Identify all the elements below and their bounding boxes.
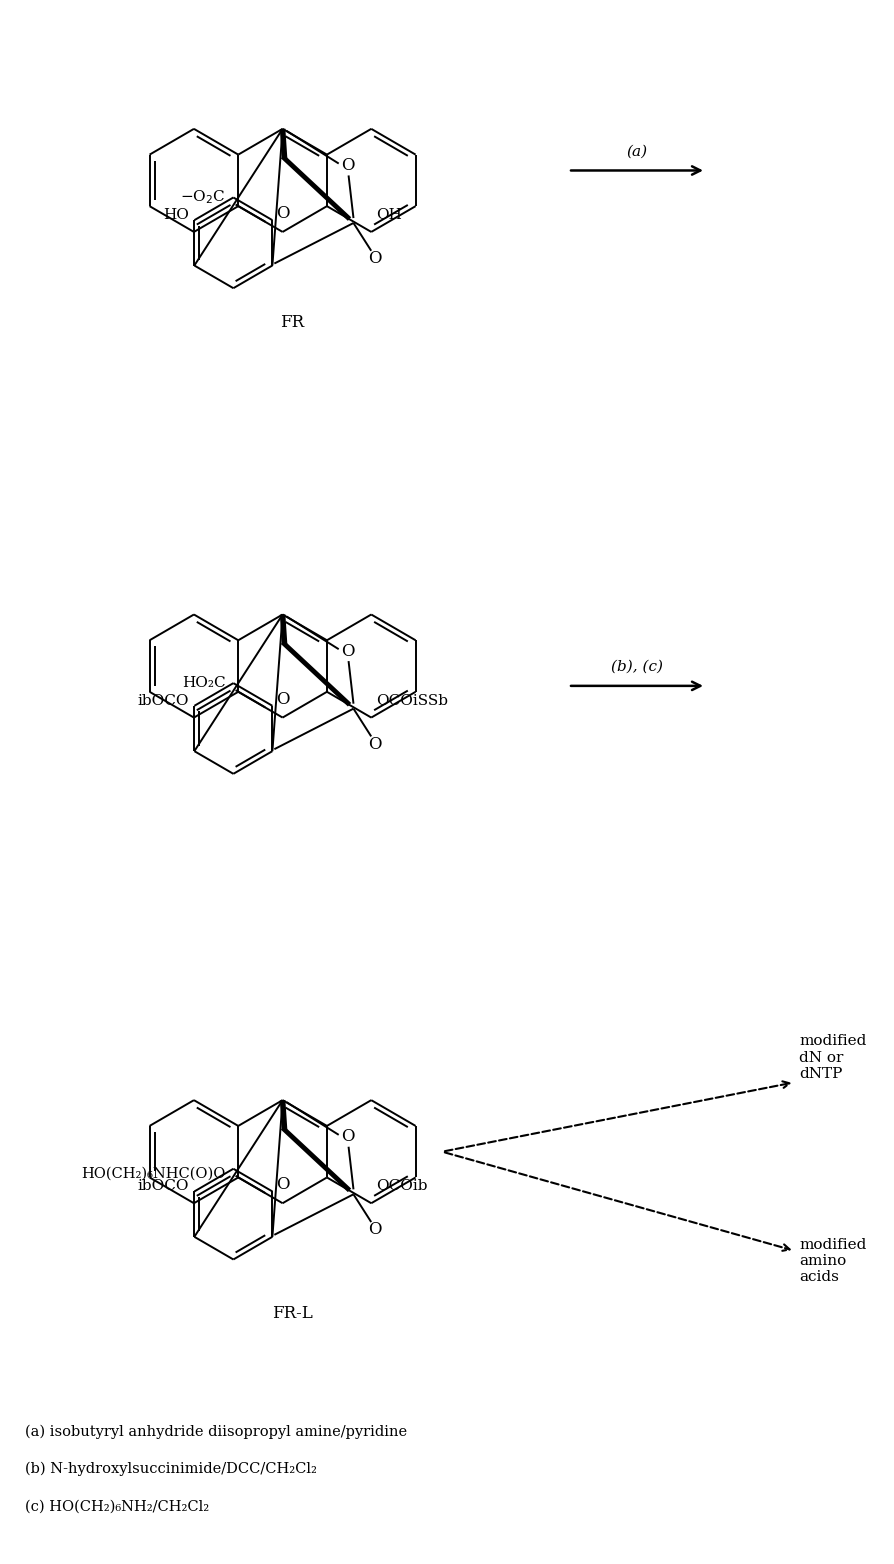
Text: ibOCO: ibOCO [138, 1179, 189, 1193]
Text: OCOiSSb: OCOiSSb [375, 694, 448, 707]
Text: modified
amino
acids: modified amino acids [798, 1237, 866, 1284]
Text: FR-L: FR-L [272, 1304, 313, 1322]
Text: O: O [275, 691, 289, 707]
Text: O: O [341, 643, 354, 660]
Text: (b), (c): (b), (c) [611, 660, 662, 674]
Text: (a) isobutyryl anhydride diisopropyl amine/pyridine: (a) isobutyryl anhydride diisopropyl ami… [25, 1425, 407, 1439]
Text: (c) HO(CH₂)₆NH₂/CH₂Cl₂: (c) HO(CH₂)₆NH₂/CH₂Cl₂ [25, 1500, 208, 1514]
Text: HO: HO [163, 208, 189, 222]
Text: O: O [368, 1221, 382, 1239]
Text: (b) N-hydroxylsuccinimide/DCC/CH₂Cl₂: (b) N-hydroxylsuccinimide/DCC/CH₂Cl₂ [25, 1462, 316, 1476]
Text: HO(CH₂)₆NHC(O)O: HO(CH₂)₆NHC(O)O [81, 1167, 225, 1181]
Text: O: O [275, 205, 289, 222]
Text: ibOCO: ibOCO [138, 694, 189, 707]
Text: FR: FR [280, 314, 304, 330]
Text: O: O [368, 250, 382, 267]
Text: O: O [341, 156, 354, 174]
Text: O: O [341, 1128, 354, 1145]
Text: $-$O$_2$C: $-$O$_2$C [180, 189, 225, 206]
Text: O: O [275, 1176, 289, 1193]
Text: (a): (a) [626, 144, 647, 158]
Text: OCOib: OCOib [375, 1179, 427, 1193]
Text: HO₂C: HO₂C [181, 676, 225, 690]
Text: modified
dN or
dNTP: modified dN or dNTP [798, 1034, 866, 1081]
Text: O: O [368, 735, 382, 752]
Text: OH: OH [375, 208, 401, 222]
